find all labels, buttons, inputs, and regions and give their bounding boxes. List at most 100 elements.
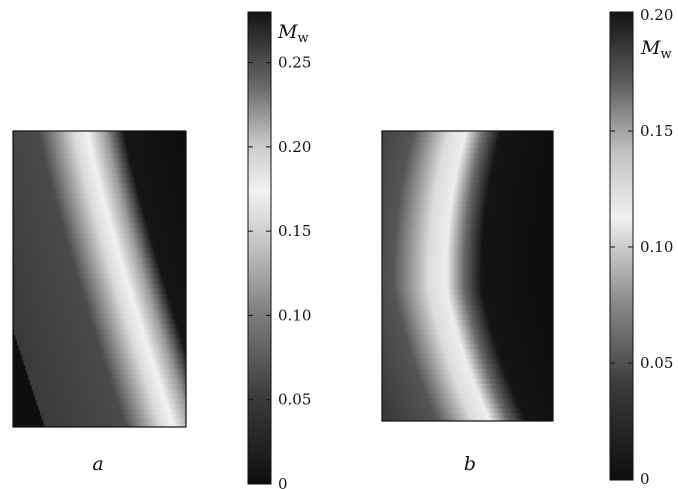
colorbar-tick-label: 0.20 — [640, 6, 673, 24]
colorbar-tick-label: 0 — [640, 470, 650, 488]
heatmap-cell — [382, 368, 553, 376]
heatmap-cell — [382, 236, 545, 243]
heatmap-cell — [382, 280, 544, 287]
heatmap-cell — [382, 172, 553, 179]
colorbar-b-label: Mw — [640, 37, 672, 62]
heatmap-cell — [382, 216, 547, 223]
heatmap-cell — [36, 398, 186, 406]
heatmap-cell — [13, 278, 186, 285]
heatmap-cell — [382, 339, 553, 346]
heatmap-cell — [382, 383, 553, 391]
heatmap-cell — [382, 373, 553, 381]
heatmap-cell — [13, 133, 186, 140]
heatmap-cell — [38, 403, 186, 411]
heatmap-cell — [382, 393, 553, 400]
heatmap-cell — [21, 353, 186, 361]
heatmap-cell — [382, 142, 553, 150]
heatmap-cell — [382, 418, 553, 421]
heatmap-cell — [43, 419, 186, 426]
heatmap-cell — [13, 263, 186, 270]
heatmap-cell — [382, 231, 545, 238]
colorbar-a — [247, 11, 272, 485]
heatmap-cell — [382, 300, 547, 307]
panel-label-b: b — [464, 453, 476, 475]
heatmap-cell — [13, 183, 186, 190]
heatmap-cell — [382, 177, 552, 184]
heatmap-cell — [26, 368, 186, 376]
colorbar-tick-label: 0.10 — [640, 238, 673, 256]
heatmap-cell — [382, 226, 546, 233]
heatmap-cell — [13, 328, 186, 336]
heatmap-cell — [382, 265, 544, 273]
heatmap-b-frame — [381, 130, 554, 422]
heatmap-cell — [13, 158, 186, 165]
heatmap-cell — [13, 173, 186, 180]
heatmap-cell — [382, 147, 553, 155]
colorbar-tick-label: 0.10 — [278, 306, 311, 324]
heatmap-cell — [13, 163, 186, 170]
heatmap-cell — [382, 187, 551, 194]
heatmap-cell — [382, 329, 553, 336]
heatmap-cell — [382, 201, 548, 209]
heatmap-a — [13, 131, 186, 427]
heatmap-cell — [382, 250, 544, 258]
colorbar-b — [609, 11, 634, 481]
heatmap-cell — [382, 260, 544, 268]
heatmap-cell — [382, 221, 546, 228]
colorbar-b-ticks: 0 0.05 0.10 0.15 0.20 — [610, 6, 673, 488]
heatmap-cell — [13, 288, 186, 296]
heatmap-cell — [33, 388, 186, 396]
heatmap-cell — [13, 238, 186, 245]
heatmap-cell — [18, 343, 186, 351]
heatmap-cell — [13, 203, 186, 210]
heatmap-cell — [382, 344, 553, 351]
heatmap-b — [382, 131, 553, 421]
heatmap-cell — [382, 349, 553, 356]
heatmap-cell — [382, 152, 553, 159]
colorbar-tick-label: 0.05 — [278, 391, 311, 409]
heatmap-cell — [382, 191, 550, 199]
heatmap-cell — [382, 359, 553, 366]
heatmap-cell — [13, 208, 186, 215]
heatmap-cell — [382, 131, 553, 135]
heatmap-cell — [382, 137, 553, 145]
heatmap-cell — [13, 198, 186, 205]
heatmap-cell — [13, 243, 186, 250]
heatmap-cell — [382, 182, 552, 189]
heatmap-cell — [45, 424, 186, 427]
heatmap-cell — [382, 246, 544, 253]
heatmap-cell — [13, 138, 186, 145]
heatmap-cell — [382, 314, 550, 322]
heatmap-cell — [382, 285, 544, 292]
heatmap-cell — [382, 255, 544, 263]
heatmap-cell — [13, 213, 186, 220]
heatmap-cell — [382, 275, 544, 282]
colorbar-tick-label: 0.15 — [278, 222, 311, 240]
heatmap-cell — [13, 268, 186, 275]
colorbar-a-ticks: 0 0.05 0.10 0.15 0.20 0.25 — [248, 54, 311, 489]
heatmap-cell — [13, 253, 186, 260]
heatmap-cell — [41, 413, 186, 421]
heatmap-cell — [13, 228, 186, 235]
heatmap-cell — [382, 157, 553, 164]
heatmap-cell — [13, 248, 186, 255]
heatmap-cell — [15, 333, 186, 341]
heatmap-cell — [13, 323, 186, 331]
heatmap-cell — [25, 363, 186, 371]
heatmap-cell — [13, 218, 186, 225]
heatmap-cell — [382, 162, 553, 169]
heatmap-cell — [40, 408, 186, 416]
heatmap-cell — [382, 270, 544, 277]
heatmap-cell — [382, 403, 553, 410]
heatmap-cell — [13, 153, 186, 160]
heatmap-cell — [13, 168, 186, 175]
heatmap-cell — [13, 318, 186, 326]
heatmap-cell — [382, 388, 553, 395]
heatmap-cell — [382, 398, 553, 405]
heatmap-cell — [13, 283, 186, 290]
heatmap-cell — [13, 233, 186, 240]
colorbar-tick-label: 0.20 — [278, 138, 311, 156]
heatmap-cell — [382, 295, 545, 302]
heatmap-cell — [382, 378, 553, 386]
